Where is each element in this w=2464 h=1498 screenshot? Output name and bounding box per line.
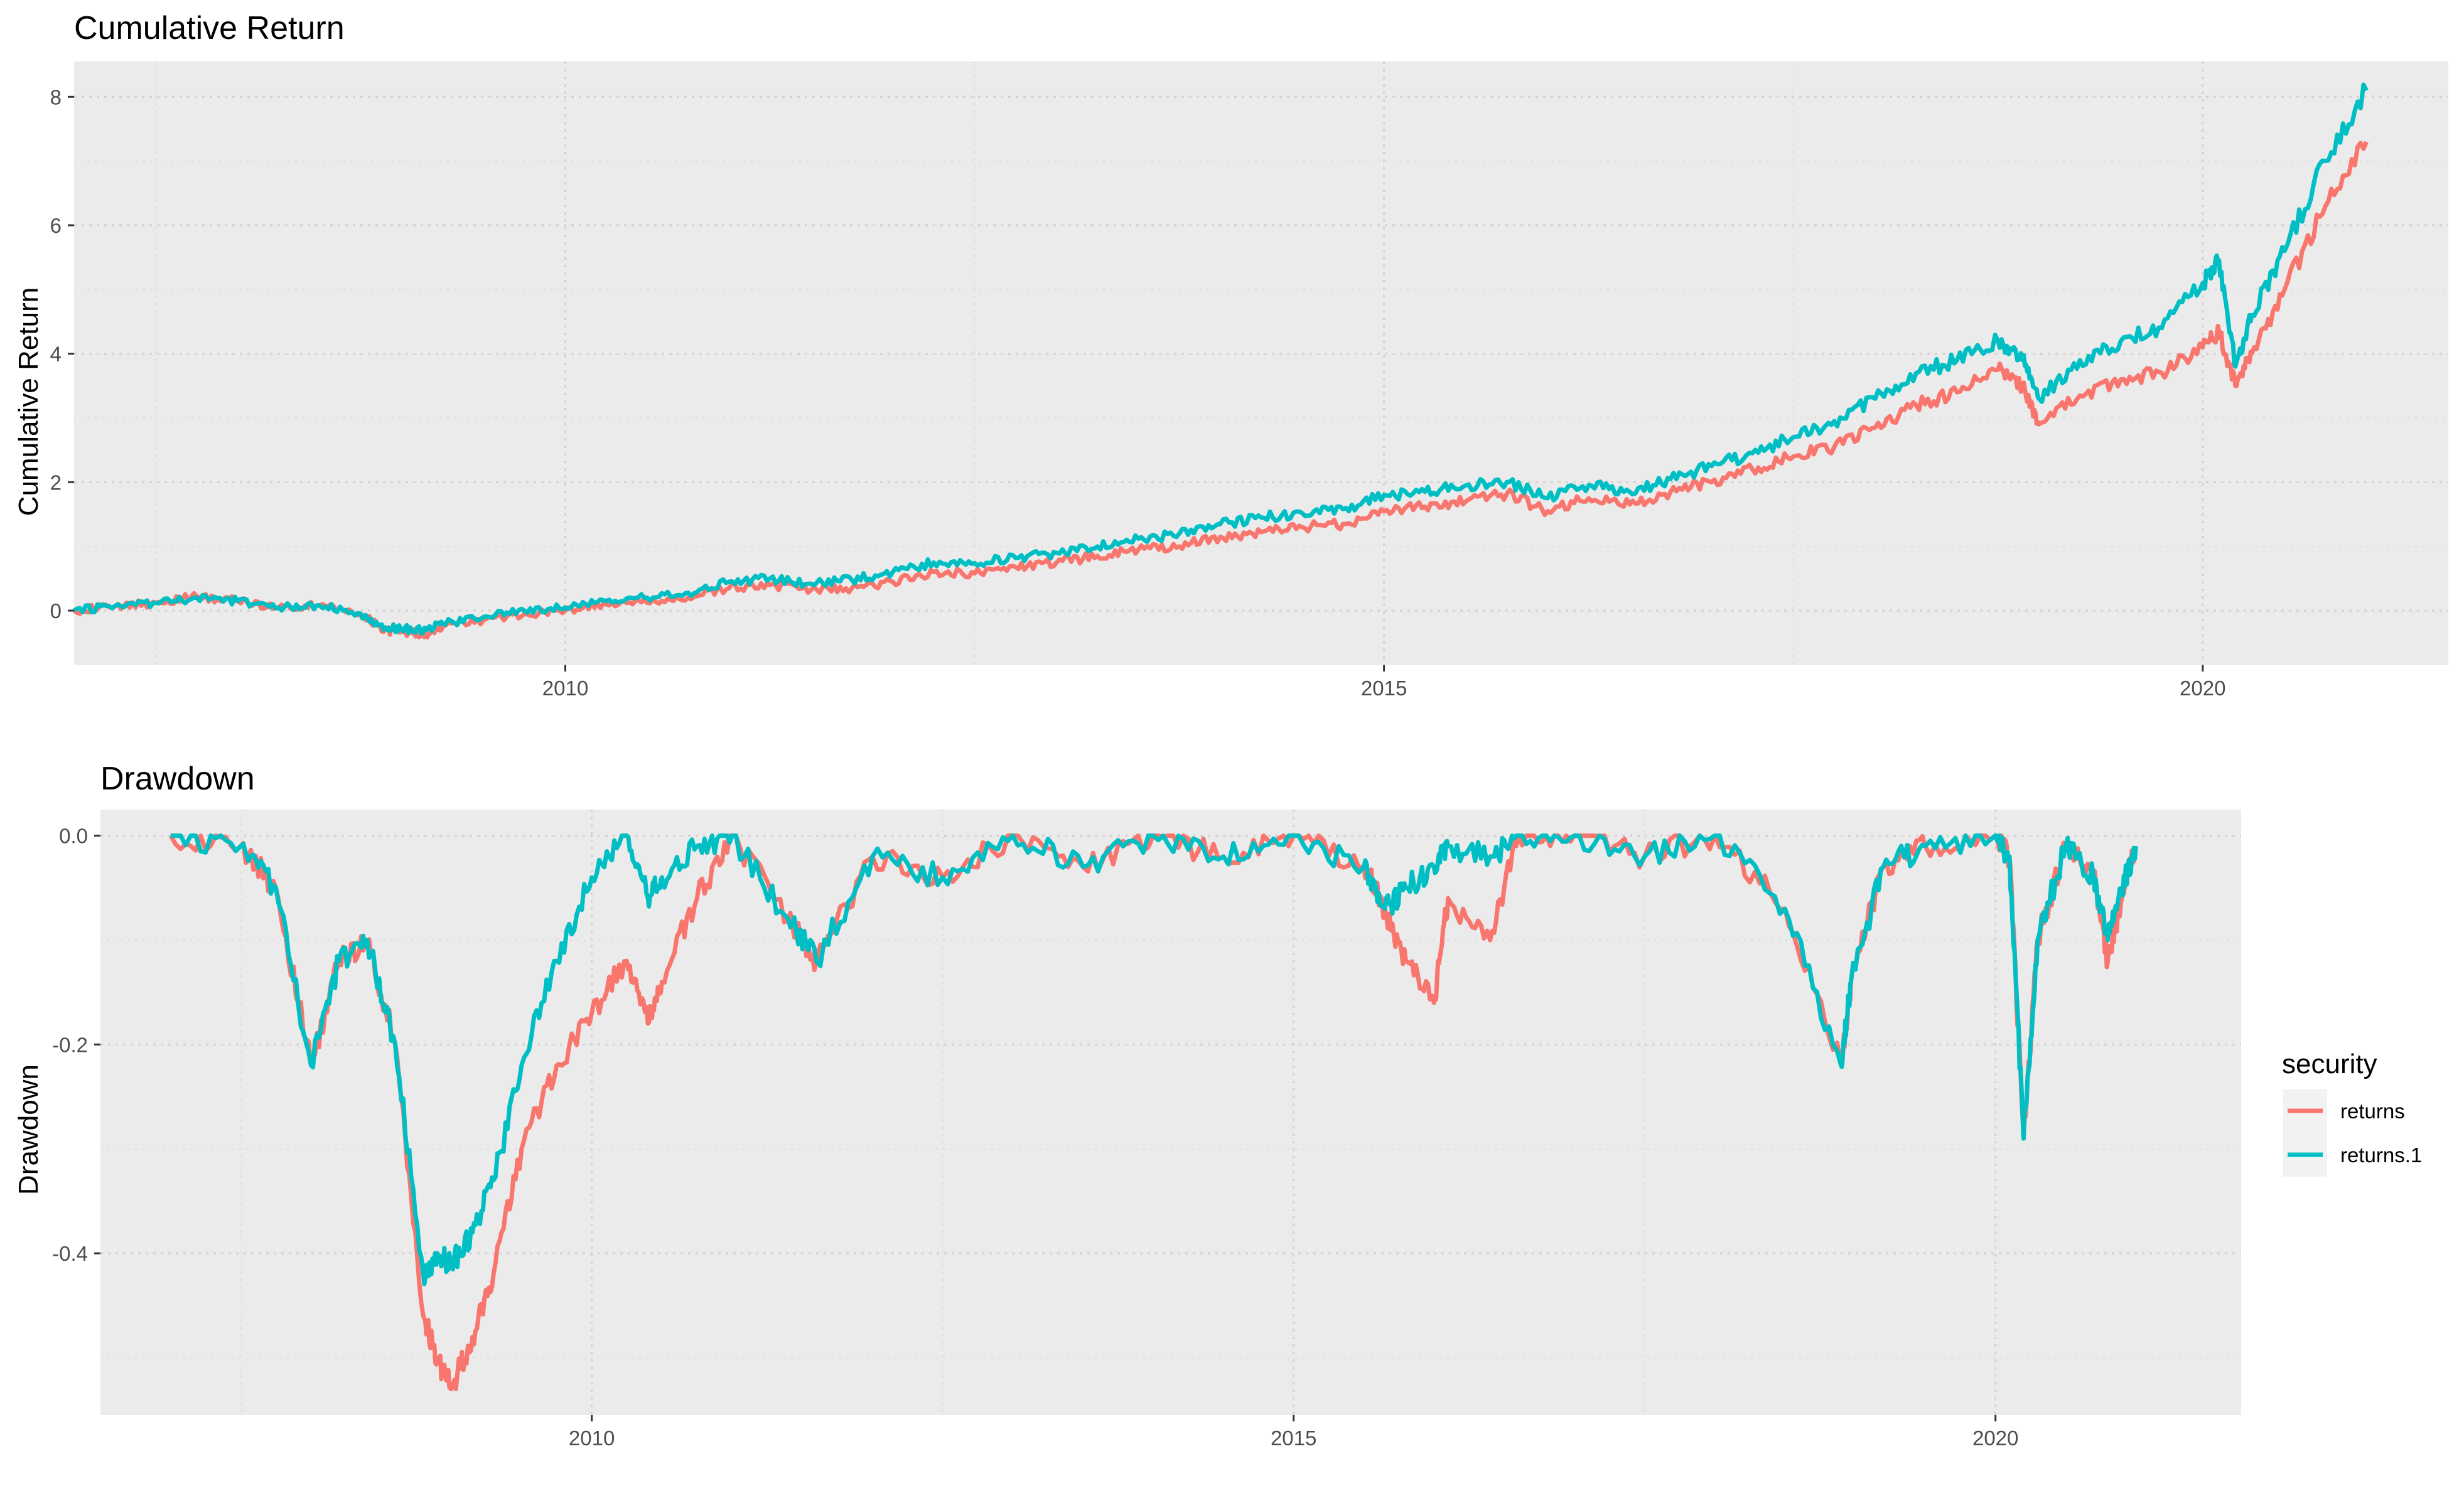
cumulative-return-y-tick-label: 4 [50,343,62,366]
drawdown-axes: 2010 2015 2020 0.0 -0.2 -0.4 [52,825,2018,1450]
cumulative-return-y-axis-label: Cumulative Return [13,287,44,516]
cumulative-return-title: Cumulative Return [74,10,345,46]
cumulative-return-x-tick-label: 2020 [2180,677,2225,700]
drawdown-title: Drawdown [100,761,255,797]
cumulative-return-gridlines [74,62,2448,665]
cumulative-return-axes: 2010 2015 2020 0 2 4 6 8 [50,85,2226,700]
drawdown-plot-panel [100,810,2241,1415]
drawdown-x-tick-label: 2015 [1271,1426,1316,1450]
cumulative-return-series [72,82,2369,639]
drawdown-y-axis-label: Drawdown [13,1064,44,1195]
cumulative-return-series-line-returns-1 [73,82,2369,636]
cumulative-return-plot-panel [74,62,2448,665]
drawdown-y-tick-label: -0.4 [52,1242,88,1265]
drawdown-x-tick-label: 2020 [1972,1426,2018,1450]
drawdown-y-tick-label: 0.0 [59,825,88,848]
legend: security returns returns.1 [2282,1049,2422,1177]
drawdown-x-tick-label: 2010 [569,1426,615,1450]
cumulative-return-chart: Cumulative Return Cumulative Return 2010… [13,10,2448,700]
cumulative-return-series-line-returns [72,141,2369,639]
cumulative-return-x-tick-label: 2015 [1361,677,1407,700]
drawdown-chart: Drawdown Drawdown 2010 2015 2020 0.0 -0.2 -0.… [13,761,2241,1450]
drawdown-series [168,833,2138,1391]
cumulative-return-y-tick-label: 2 [50,471,62,494]
legend-title: security [2282,1049,2377,1079]
legend-label-returns-1: returns.1 [2340,1143,2422,1167]
legend-label-returns: returns [2340,1099,2405,1123]
cumulative-return-y-tick-label: 6 [50,214,62,237]
drawdown-series-line-returns-1 [170,833,2138,1287]
cumulative-return-x-tick-label: 2010 [542,677,588,700]
cumulative-return-y-tick-label: 8 [50,85,62,109]
cumulative-return-y-tick-label: 0 [50,599,62,623]
drawdown-y-tick-label: -0.2 [52,1033,88,1056]
